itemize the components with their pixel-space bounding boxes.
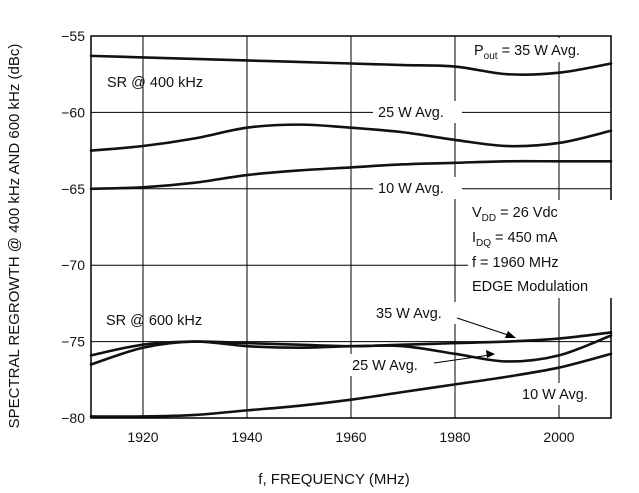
- leader-arrows: [433, 317, 516, 364]
- avg25-bottom-label-bg: [348, 354, 437, 376]
- avg25-top-label: 25 W Avg.: [378, 105, 444, 121]
- avg35-bottom-label: 35 W Avg.: [376, 306, 442, 322]
- conditions-block: VDD = 26 Vdc IDQ = 450 mA f = 1960 MHz E…: [472, 205, 588, 295]
- vdd-label: VDD = 26 Vdc: [472, 205, 558, 224]
- x-tick-label: 2000: [543, 429, 574, 445]
- x-axis-title: f, FREQUENCY (MHz): [258, 471, 409, 488]
- modulation-label: EDGE Modulation: [472, 279, 588, 295]
- axis-ticks: 1920 1940 1960 1980 2000 −80 −75 −70 −65 −60 −55: [61, 28, 575, 445]
- y-tick-label: −55: [61, 28, 85, 44]
- avg25-bottom-label: 25 W Avg.: [352, 358, 418, 374]
- data-series: [89, 54, 613, 418]
- conditions-box-bg: [468, 200, 614, 298]
- avg10-bottom-label-bg: [518, 383, 608, 405]
- series-line-sr400-35w: [89, 54, 613, 76]
- avg35-bottom-label-bg: [372, 302, 460, 324]
- y-tick-label: −60: [61, 104, 85, 120]
- avg10-bottom-label: 10 W Avg.: [522, 387, 588, 403]
- avg10-top-label-bg: [373, 177, 462, 199]
- y-tick-label: −65: [61, 181, 85, 197]
- x-tick-label: 1980: [439, 429, 470, 445]
- avg25-arrowhead: [486, 350, 495, 358]
- sr600-label: SR @ 600 kHz: [106, 313, 202, 329]
- x-tick-label: 1940: [231, 429, 262, 445]
- y-tick-label: −80: [61, 410, 85, 426]
- x-tick-label: 1960: [335, 429, 366, 445]
- avg25-leader-line: [433, 354, 491, 364]
- avg35-arrowhead: [505, 331, 516, 338]
- pout-label-bg: [470, 38, 610, 62]
- y-tick-label: −75: [61, 334, 85, 350]
- avg25-top-label-bg: [373, 101, 462, 123]
- series-line-sr400-10w: [89, 159, 613, 191]
- series-line-sr600-10w: [89, 352, 613, 418]
- y-axis-title: SPECTRAL REGROWTH @ 400 kHz AND 600 kHz …: [6, 44, 23, 429]
- series-line-sr600-25w: [89, 334, 613, 366]
- avg35-leader-line: [456, 317, 512, 337]
- x-tick-label: 1920: [127, 429, 158, 445]
- avg10-top-label: 10 W Avg.: [378, 181, 444, 197]
- sr400-label: SR @ 400 kHz: [107, 75, 203, 91]
- series-line-sr400-25w: [89, 123, 613, 152]
- pout-label: Pout = 35 W Avg.: [474, 43, 580, 62]
- y-tick-label: −70: [61, 257, 85, 273]
- frequency-label: f = 1960 MHz: [472, 255, 559, 271]
- label-backgrounds: [348, 38, 614, 405]
- idq-label: IDQ = 450 mA: [472, 230, 558, 249]
